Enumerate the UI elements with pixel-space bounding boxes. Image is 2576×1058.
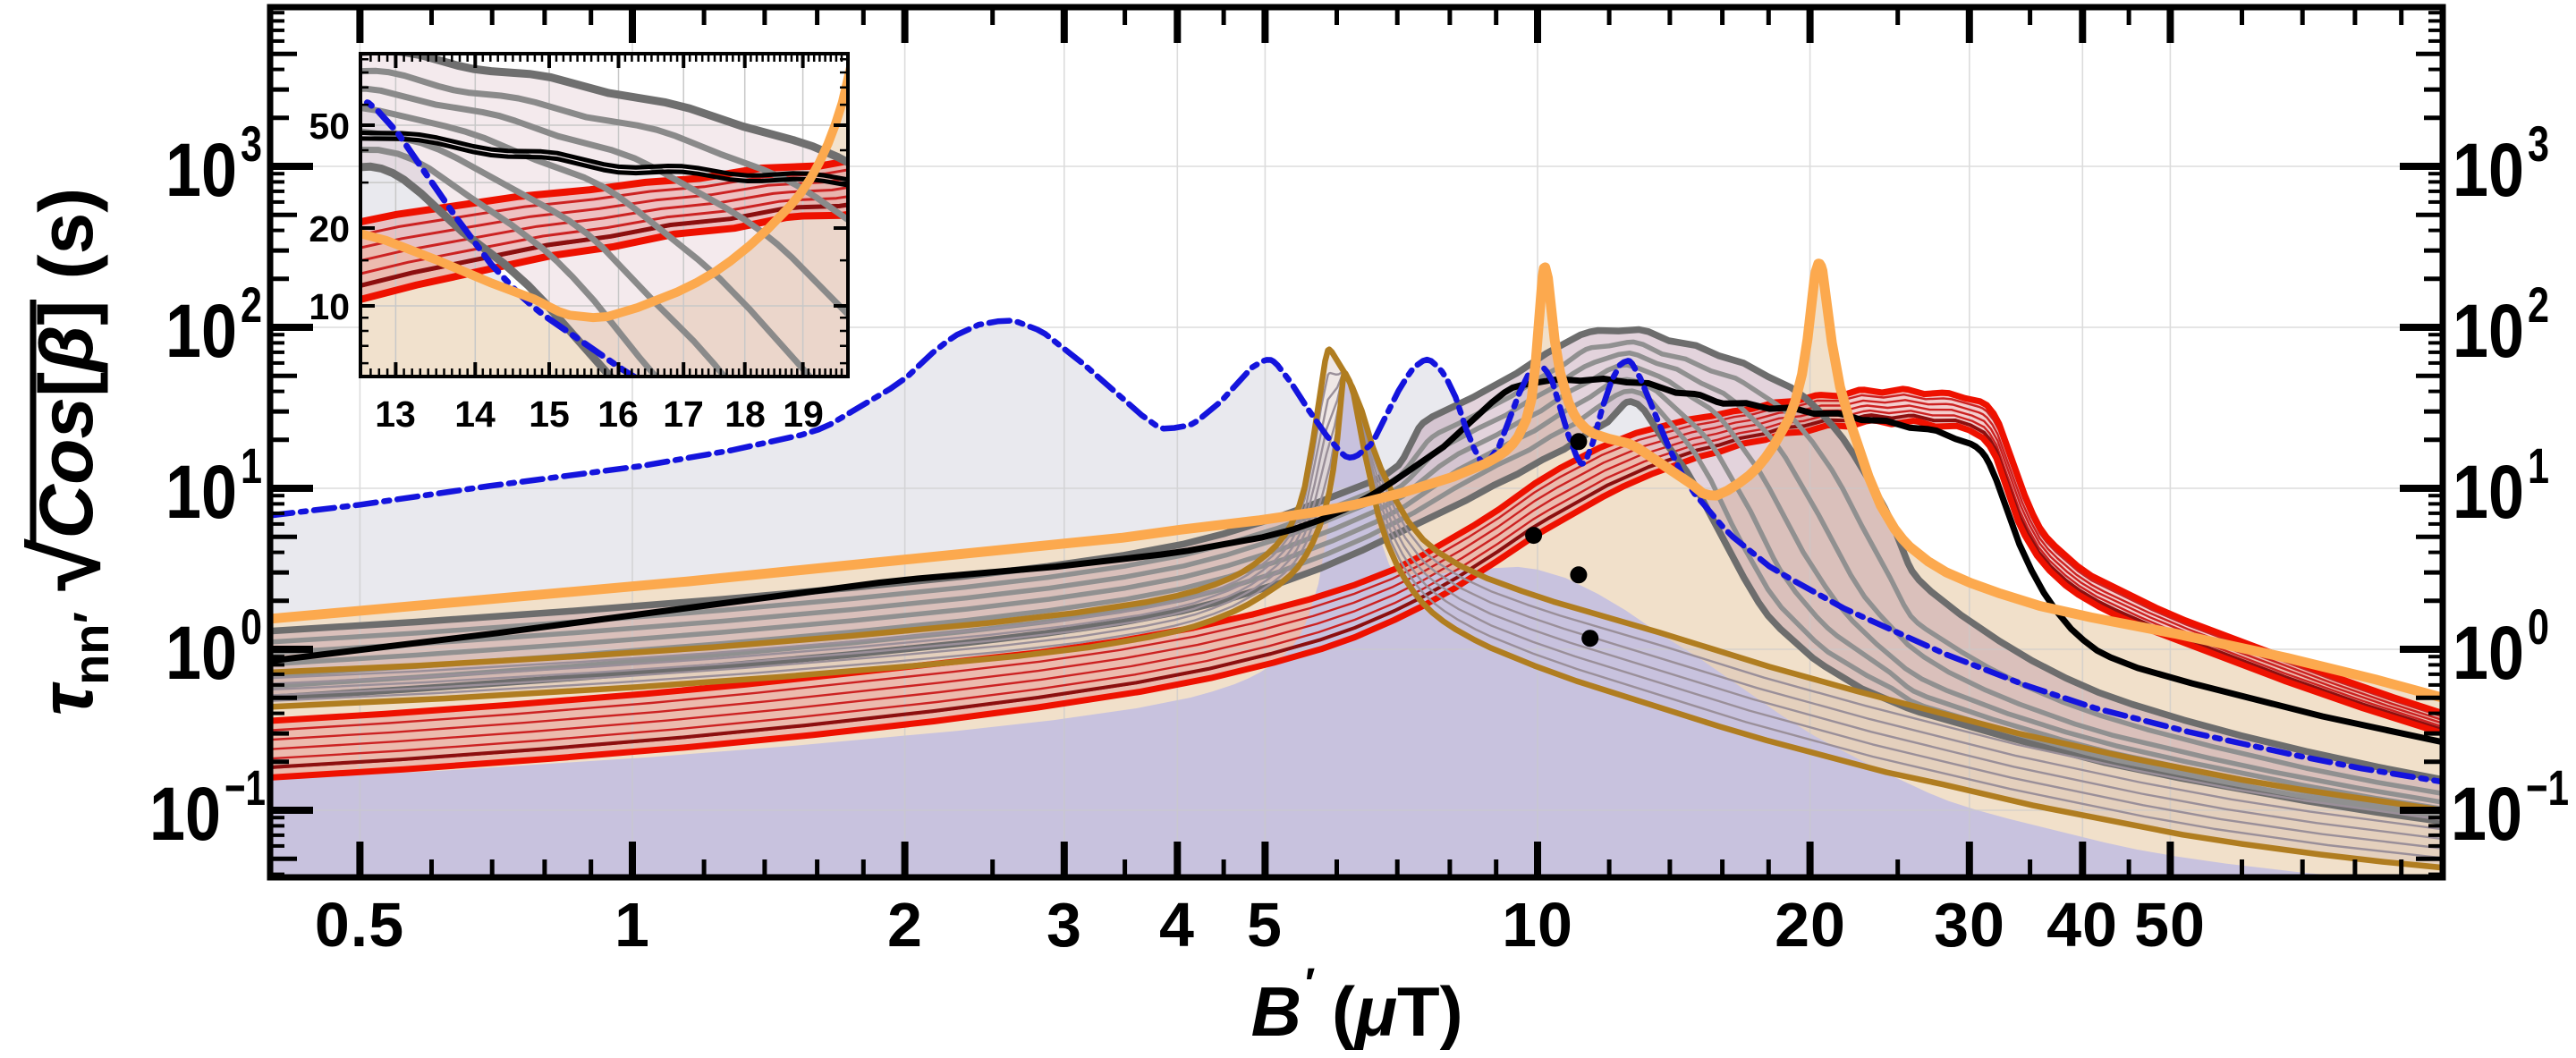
svg-text:16: 16 <box>597 394 639 435</box>
svg-text:4: 4 <box>1159 890 1195 960</box>
svg-text:10: 10 <box>2453 611 2524 695</box>
svg-text:10: 10 <box>1502 890 1573 960</box>
svg-text:1: 1 <box>614 890 650 960</box>
svg-text:0: 0 <box>2528 598 2549 655</box>
svg-text:10: 10 <box>2453 289 2524 373</box>
svg-text:13: 13 <box>375 394 416 435</box>
svg-text:2: 2 <box>2528 276 2549 333</box>
svg-text:15: 15 <box>529 394 570 435</box>
svg-text:20: 20 <box>309 208 350 250</box>
svg-text:10: 10 <box>165 128 237 212</box>
svg-text:10: 10 <box>165 450 237 534</box>
svg-text:B: B <box>1251 972 1301 1051</box>
svg-text:−1: −1 <box>225 759 266 816</box>
svg-text:(μT): (μT) <box>1332 972 1463 1051</box>
svg-text:3: 3 <box>241 115 262 172</box>
svg-text:10: 10 <box>309 286 350 327</box>
svg-text:10: 10 <box>165 611 237 695</box>
svg-text:0: 0 <box>241 598 262 655</box>
svg-text:2: 2 <box>241 276 262 333</box>
svg-text:τnn′ √Cos[β] (s): τnn′ √Cos[β] (s) <box>14 188 120 716</box>
svg-text:18: 18 <box>724 394 766 435</box>
svg-text:2: 2 <box>887 890 923 960</box>
svg-text:0.5: 0.5 <box>315 890 404 960</box>
svg-text:30: 30 <box>1934 890 2005 960</box>
svg-text:10: 10 <box>2451 772 2522 856</box>
svg-text:1: 1 <box>241 437 262 494</box>
svg-text:40: 40 <box>2046 890 2118 960</box>
svg-text:50: 50 <box>309 106 350 147</box>
svg-text:10: 10 <box>149 772 221 856</box>
svg-text:10: 10 <box>2453 450 2524 534</box>
svg-text:50: 50 <box>2134 890 2206 960</box>
svg-text:17: 17 <box>663 394 704 435</box>
svg-text:1: 1 <box>2528 437 2549 494</box>
svg-text:′: ′ <box>1305 961 1316 1008</box>
svg-text:14: 14 <box>454 394 496 435</box>
svg-text:20: 20 <box>1775 890 1846 960</box>
svg-text:3: 3 <box>2528 115 2549 172</box>
svg-text:10: 10 <box>2453 128 2524 212</box>
svg-text:19: 19 <box>783 394 824 435</box>
svg-text:3: 3 <box>1046 890 1082 960</box>
svg-text:−1: −1 <box>2526 759 2569 816</box>
svg-text:5: 5 <box>1247 890 1283 960</box>
svg-text:10: 10 <box>165 289 237 373</box>
